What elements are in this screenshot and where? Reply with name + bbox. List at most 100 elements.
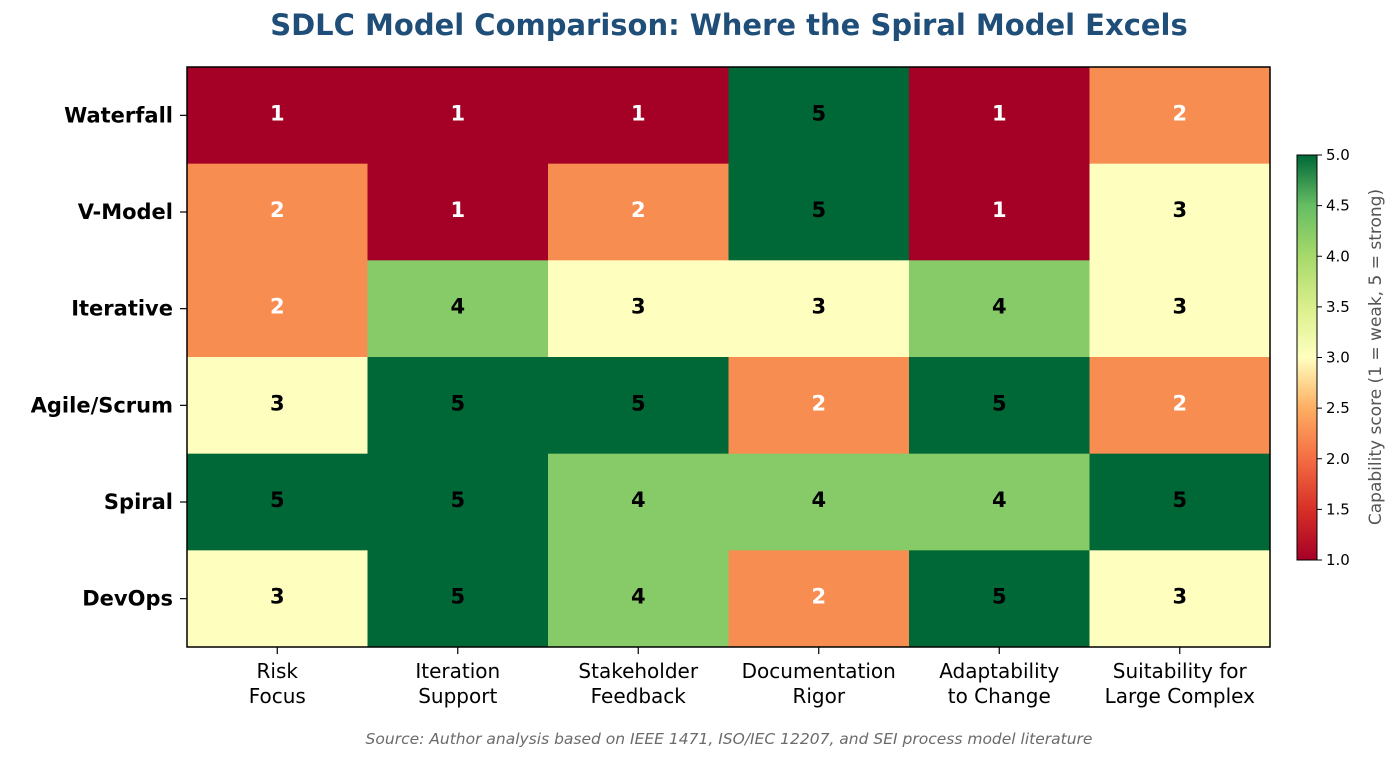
heatmap-cell [367,163,549,261]
heatmap-cell [909,67,1090,165]
colorbar-tick-label: 3.5 [1326,298,1350,316]
heatmap-cell [1089,453,1271,551]
cell-value-label: 4 [811,488,826,512]
column-label: Risk Focus [249,659,306,708]
heatmap-cell [548,163,729,261]
heatmap-cell [1089,357,1271,455]
cell-value-label: 2 [270,198,285,222]
heatmap-cell [1089,550,1271,648]
heatmap-cell [909,260,1090,358]
heatmap-cell [187,357,368,455]
heatmap-cell [187,550,368,648]
heatmap-cell [909,453,1090,551]
heatmap-cell [548,260,729,358]
cell-value-label: 1 [631,101,646,125]
cell-value-label: 2 [1172,391,1187,415]
cell-value-label: 1 [270,101,285,125]
cell-value-label: 3 [811,295,826,319]
colorbar-tick-label: 4.0 [1326,247,1350,265]
column-label: Adaptability to Change [939,659,1059,708]
cell-value-label: 2 [270,295,285,319]
cell-value-label: 5 [992,585,1007,609]
row-label: Agile/Scrum [31,393,173,417]
cell-value-label: 4 [631,585,646,609]
row-label: V-Model [78,200,173,224]
column-label: Suitability for Large Complex [1105,659,1256,708]
cell-value-label: 2 [811,391,826,415]
heatmap-cell [187,163,368,261]
source-note: Source: Author analysis based on IEEE 14… [365,730,1093,748]
colorbar-tick-label: 4.5 [1326,197,1350,215]
heatmap-cell [367,453,549,551]
heatmap-cell [909,357,1090,455]
cell-value-label: 1 [450,101,465,125]
heatmap-cell [728,357,910,455]
cell-value-label: 4 [992,488,1007,512]
colorbar-tick-label: 1.0 [1326,551,1350,569]
cell-value-label: 1 [992,101,1007,125]
cell-value-label: 5 [631,391,646,415]
cell-value-label: 4 [450,295,465,319]
colorbar-tick-label: 2.0 [1326,450,1350,468]
heatmap-cell [1089,163,1271,261]
row-labels: Waterfall V-Model Iterative Agile/Scrum Spir… [31,103,187,611]
colorbar-tick-label: 3.0 [1326,349,1350,367]
cell-value-label: 5 [450,488,465,512]
colorbar-tick-label: 2.5 [1326,399,1350,417]
heatmap-cell [728,260,910,358]
cell-value-label: 5 [811,101,826,125]
cell-value-label: 5 [811,198,826,222]
cell-value-label: 3 [1172,198,1187,222]
heatmap-cell [187,453,368,551]
colorbar-ticks: 1.0 1.5 2.0 2.5 3.0 3.5 4.0 4.5 5.0 [1317,146,1350,569]
cell-value-label: 2 [811,585,826,609]
cell-value-label: 1 [992,198,1007,222]
cell-value-label: 5 [992,391,1007,415]
cell-value-label: 3 [1172,585,1187,609]
heatmap-cell [728,550,910,648]
row-label: DevOps [82,587,173,611]
heatmap-cell [1089,67,1271,165]
cell-value-label: 2 [1172,101,1187,125]
colorbar-tick-label: 5.0 [1326,146,1350,164]
heatmap-cell [367,550,549,648]
heatmap-cells: 1 1 1 5 1 2 2 1 2 5 1 3 2 4 3 3 4 3 3 5 5 2 5 2 5 5 4 4 4 5 3 5 4 2 5 3 [187,67,1271,648]
column-label: Stakeholder Feedback [578,659,698,708]
cell-value-label: 4 [631,488,646,512]
cell-value-label: 3 [270,391,285,415]
column-label: Documentation Rigor [742,659,896,708]
chart-title: SDLC Model Comparison: Where the Spiral … [270,8,1188,42]
heatmap-cell [548,550,729,648]
cell-value-label: 3 [270,585,285,609]
heatmap-cell [728,453,910,551]
row-label: Waterfall [64,103,173,127]
heatmap-cell [548,67,729,165]
heatmap-cell [187,260,368,358]
heatmap-cell [548,357,729,455]
cell-value-label: 5 [450,585,465,609]
cell-value-label: 2 [631,198,646,222]
column-label: Iteration Support [415,659,500,708]
cell-value-label: 1 [450,198,465,222]
heatmap-cell [548,453,729,551]
heatmap-cell [909,550,1090,648]
heatmap-cell [367,357,549,455]
cell-value-label: 4 [992,295,1007,319]
plot-frame [186,66,1271,648]
heatmap-cell [728,163,910,261]
cell-value-label: 5 [270,488,285,512]
heatmap-cell [187,67,368,165]
row-label: Spiral [104,490,173,514]
colorbar-label: Capability score (1 = weak, 5 = strong) [1366,188,1386,526]
heatmap-cell [909,163,1090,261]
cell-value-label: 5 [1172,488,1187,512]
row-label: Iterative [71,297,173,321]
heatmap-cell [367,260,549,358]
heatmap-cell [728,67,910,165]
heatmap-cell [1089,260,1271,358]
colorbar-tick-label: 1.5 [1326,500,1350,518]
cell-value-label: 3 [631,295,646,319]
colorbar: 1.0 1.5 2.0 2.5 3.0 3.5 4.0 4.5 5.0 [1296,146,1350,569]
column-labels: Risk Focus Iteration Support Stakeholder Feed… [249,647,1255,708]
